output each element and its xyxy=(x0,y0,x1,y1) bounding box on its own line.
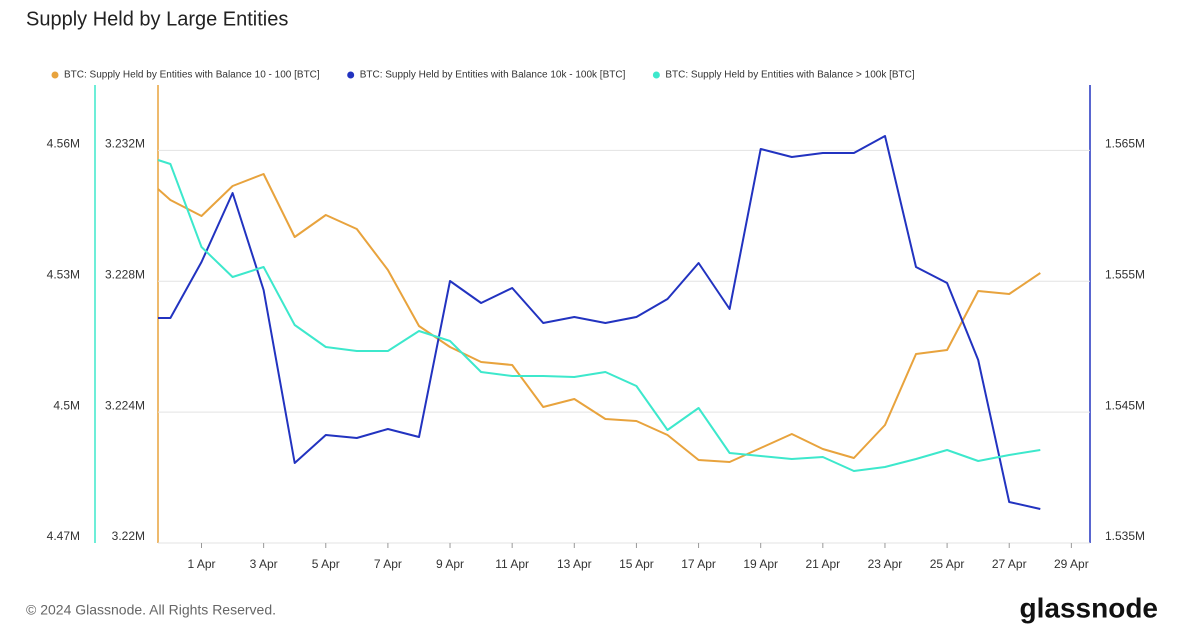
legend-marker xyxy=(652,71,660,79)
yticks-label: 4.5M xyxy=(53,398,80,412)
x-tick-label: 1 Apr xyxy=(187,557,215,571)
x-tick-label: 19 Apr xyxy=(743,557,778,571)
y3ticks-label: 3.22M xyxy=(112,529,145,543)
series-line xyxy=(158,135,1041,510)
x-tick-label: 13 Apr xyxy=(557,557,592,571)
chart-title: Supply Held by Large Entities xyxy=(26,8,288,30)
footer: © 2024 Glassnode. All Rights Reserved. xyxy=(26,602,276,618)
legend-marker xyxy=(347,71,355,79)
x-tick-label: 5 Apr xyxy=(312,557,340,571)
yticks-label: 4.47M xyxy=(47,529,80,543)
y2ticks-label: 1.555M xyxy=(1105,267,1145,281)
yticks-label: 4.56M xyxy=(47,137,80,151)
logo: glassnode xyxy=(1020,592,1158,623)
y3ticks-label: 3.232M xyxy=(105,137,145,151)
series-line xyxy=(157,159,1041,472)
y2ticks-label: 1.545M xyxy=(1105,398,1145,412)
x-tick-label: 9 Apr xyxy=(436,557,464,571)
legend-label: BTC: Supply Held by Entities with Balanc… xyxy=(360,70,626,81)
x-tick-label: 27 Apr xyxy=(992,557,1027,571)
x-tick-label: 15 Apr xyxy=(619,557,654,571)
legend-marker xyxy=(51,71,59,79)
legend: BTC: Supply Held by Entities with Balanc… xyxy=(51,70,915,81)
x-tick-label: 21 Apr xyxy=(805,557,840,571)
x-tick-label: 29 Apr xyxy=(1054,557,1089,571)
y3ticks-label: 3.224M xyxy=(105,398,145,412)
y2ticks-label: 1.565M xyxy=(1105,137,1145,151)
legend-label: BTC: Supply Held by Entities with Balanc… xyxy=(665,70,915,81)
yticks-label: 4.53M xyxy=(47,267,80,281)
y3ticks-label: 3.228M xyxy=(105,267,145,281)
x-tick-label: 25 Apr xyxy=(930,557,965,571)
x-tick-label: 17 Apr xyxy=(681,557,716,571)
series-line xyxy=(157,173,1041,463)
y2ticks-label: 1.535M xyxy=(1105,529,1145,543)
x-tick-label: 3 Apr xyxy=(250,557,278,571)
x-tick-label: 23 Apr xyxy=(868,557,903,571)
x-tick-label: 7 Apr xyxy=(374,557,402,571)
x-tick-label: 11 Apr xyxy=(495,557,529,571)
legend-label: BTC: Supply Held by Entities with Balanc… xyxy=(64,70,320,81)
